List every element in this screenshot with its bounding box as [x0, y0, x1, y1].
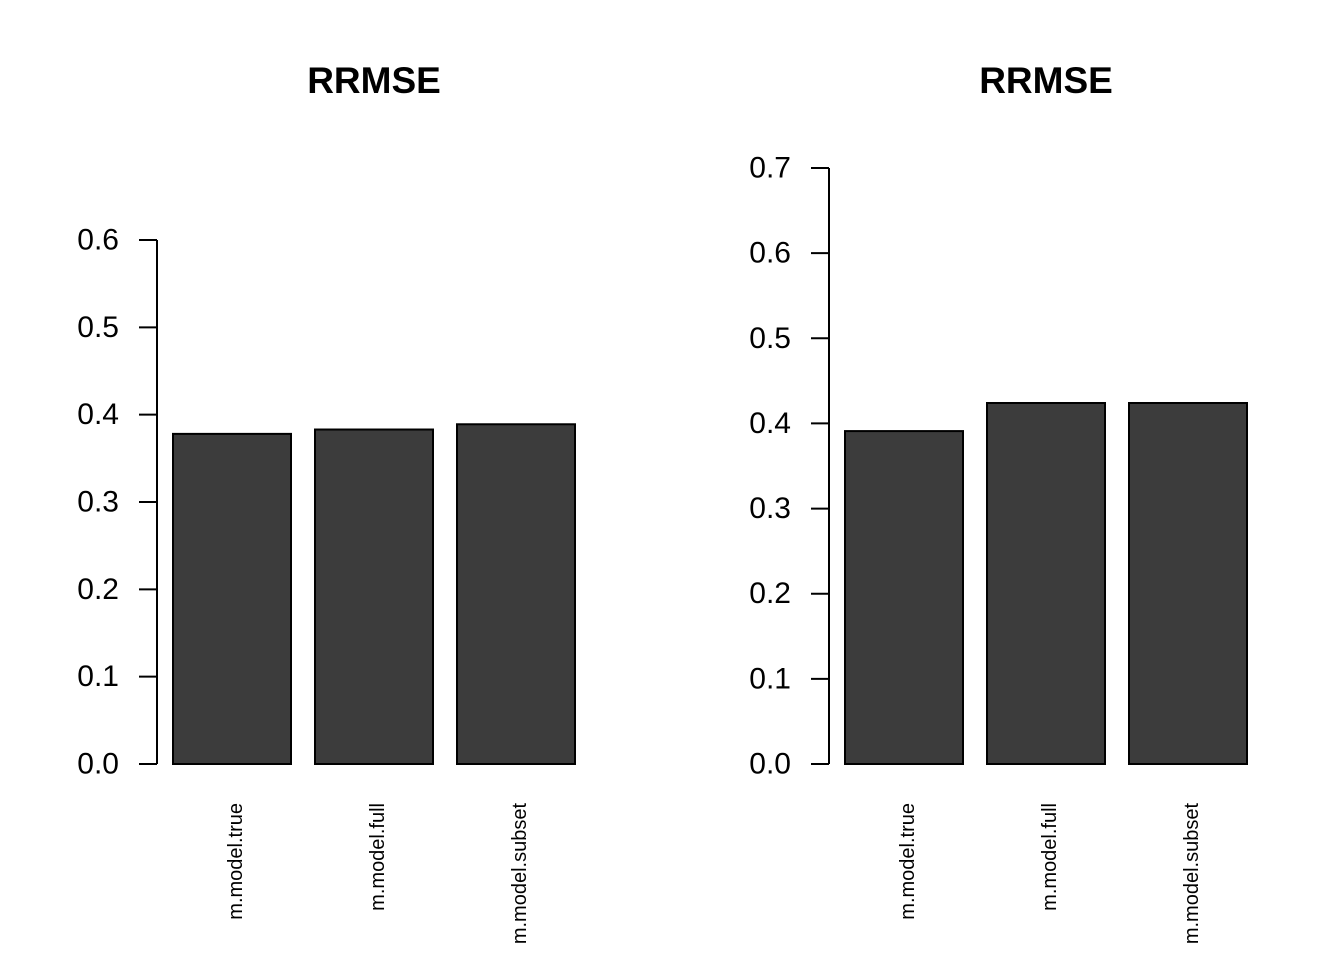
- y-tick-label: 0.5: [77, 311, 119, 344]
- x-tick-label: m.model.full: [1039, 803, 1061, 911]
- y-tick-label: 0.6: [77, 224, 119, 257]
- y-tick-label: 0.3: [77, 486, 119, 519]
- y-tick-label: 0.7: [749, 152, 791, 185]
- y-tick-label: 0.0: [77, 748, 119, 781]
- x-tick-label: m.model.subset: [1181, 803, 1203, 945]
- x-tick-label: m.model.subset: [509, 803, 531, 945]
- y-tick-label: 0.1: [749, 662, 791, 695]
- bar-m-model-full: [314, 428, 434, 765]
- y-tick-label: 0.4: [749, 407, 791, 440]
- x-tick-label: m.model.full: [367, 803, 389, 911]
- chart-panel-right: RRMSE 0.0 0.1 0.2 0.3 0.4 0.5 0.6 0.7 m.model.tr…: [749, 60, 1248, 945]
- y-tick-label: 0.2: [749, 577, 791, 610]
- y-tick-label: 0.2: [77, 573, 119, 606]
- x-tick-label: m.model.true: [225, 803, 247, 920]
- y-tick-label: 0.3: [749, 492, 791, 525]
- chart-title: RRMSE: [979, 60, 1113, 101]
- bar-m-model-subset: [456, 423, 576, 765]
- bar-m-model-full: [986, 401, 1106, 765]
- y-tick-label: 0.6: [749, 237, 791, 270]
- chart-panel-left: RRMSE 0.0 0.1 0.2 0.3 0.4 0.5 0.6 m.model.true m…: [77, 60, 576, 945]
- bar-m-model-subset: [1128, 401, 1248, 765]
- bar-m-model-true: [844, 430, 964, 765]
- y-tick-label: 0.1: [77, 660, 119, 693]
- y-tick-label: 0.0: [749, 748, 791, 781]
- y-tick-label: 0.4: [77, 398, 119, 431]
- x-tick-label: m.model.true: [897, 803, 919, 920]
- bar-m-model-true: [172, 432, 292, 765]
- chart-title: RRMSE: [307, 60, 441, 101]
- y-tick-label: 0.5: [749, 322, 791, 355]
